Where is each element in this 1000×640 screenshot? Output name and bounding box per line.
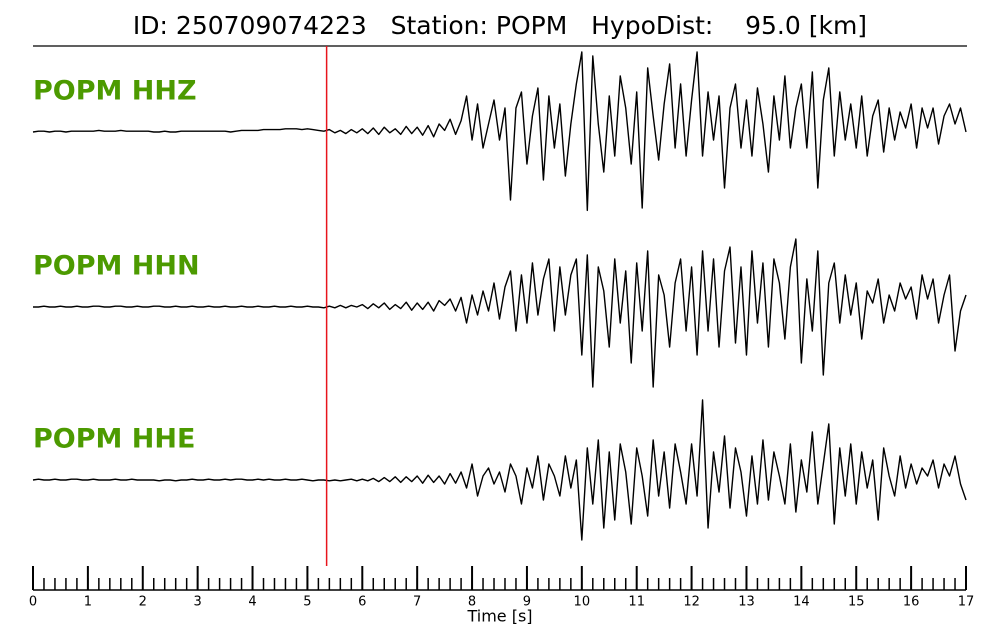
trace-label: POPM HHN <box>33 251 200 282</box>
x-tick-label: 6 <box>358 595 366 610</box>
waveform <box>33 238 967 388</box>
waveform <box>32 51 967 212</box>
x-tick-label: 10 <box>574 595 591 610</box>
x-tick-label: 3 <box>194 595 202 610</box>
x-tick-label: 15 <box>848 595 865 610</box>
x-tick-label: 16 <box>903 595 920 610</box>
x-tick-label: 0 <box>29 595 37 610</box>
x-tick-label: 9 <box>523 595 531 610</box>
waveform <box>32 399 967 541</box>
x-tick-label: 11 <box>628 595 645 610</box>
x-tick-label: 2 <box>139 595 147 610</box>
x-tick-label: 13 <box>738 595 755 610</box>
x-tick-label: 5 <box>303 595 311 610</box>
x-tick-label: 7 <box>413 595 421 610</box>
x-tick-label: 1 <box>84 595 92 610</box>
x-tick-label: 8 <box>468 595 476 610</box>
x-tick-label: 17 <box>958 595 975 610</box>
trace-label: POPM HHZ <box>33 76 197 107</box>
x-tick-label: 14 <box>793 595 810 610</box>
trace-label: POPM HHE <box>33 424 195 455</box>
chart-title: ID: 250709074223 Station: POPM HypoDist:… <box>133 11 867 40</box>
x-tick-label: 4 <box>248 595 256 610</box>
x-tick-label: 12 <box>683 595 700 610</box>
x-axis-label: Time [s] <box>466 607 532 626</box>
